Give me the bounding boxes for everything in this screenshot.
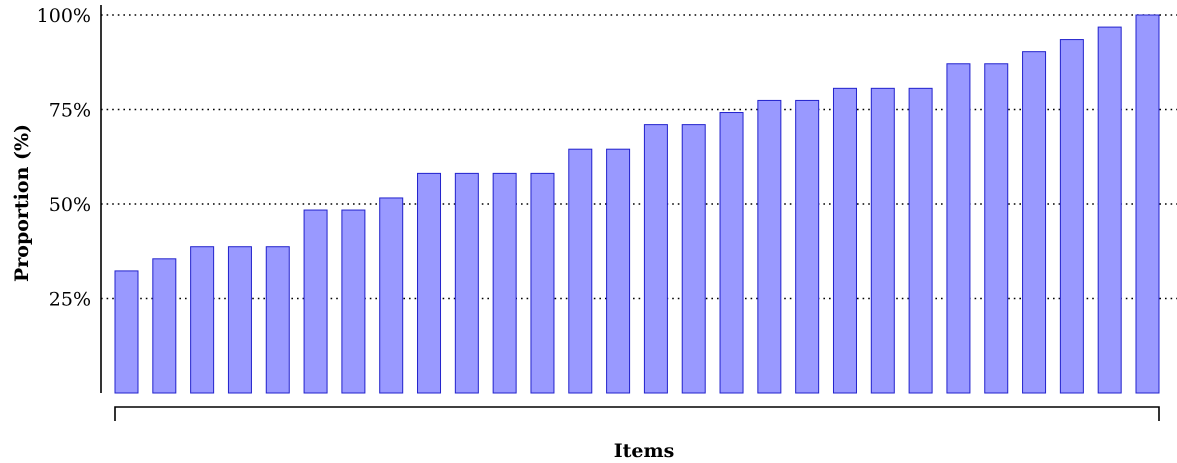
- bar: [492, 172, 517, 394]
- bar: [379, 197, 404, 394]
- bar: [341, 209, 366, 394]
- bars: [114, 14, 1160, 394]
- x-axis-title: Items: [614, 440, 675, 462]
- bar: [643, 124, 668, 394]
- y-axis-title: Proportion (%): [11, 124, 33, 282]
- gridlines: [101, 14, 1177, 300]
- x-axis-bracket: [114, 406, 1160, 421]
- bar: [908, 87, 933, 394]
- bar: [1059, 39, 1084, 394]
- bar: [606, 148, 631, 394]
- bar: [303, 209, 328, 394]
- bar: [719, 112, 744, 394]
- bar: [530, 172, 555, 394]
- y-tick-label: 100%: [37, 5, 91, 27]
- bar: [870, 87, 895, 394]
- bar: [946, 63, 971, 394]
- bar: [1097, 26, 1122, 394]
- y-tick-label: 75%: [49, 100, 91, 122]
- bar: [832, 87, 857, 394]
- bar: [984, 63, 1009, 394]
- y-tick-labels: 25% 50% 75% 100%: [37, 5, 91, 311]
- bar: [568, 148, 593, 394]
- bar: [227, 246, 252, 394]
- bar: [795, 99, 820, 394]
- bar: [1135, 14, 1160, 394]
- bar: [681, 124, 706, 394]
- bar: [757, 99, 782, 394]
- bar: [417, 172, 442, 394]
- y-tick-label: 25%: [49, 289, 91, 311]
- bar: [265, 246, 290, 394]
- bar: [190, 246, 215, 394]
- y-tick-label: 50%: [49, 194, 91, 216]
- bar: [454, 172, 479, 394]
- bar: [152, 258, 177, 394]
- bar: [114, 270, 139, 394]
- bar: [1022, 51, 1047, 394]
